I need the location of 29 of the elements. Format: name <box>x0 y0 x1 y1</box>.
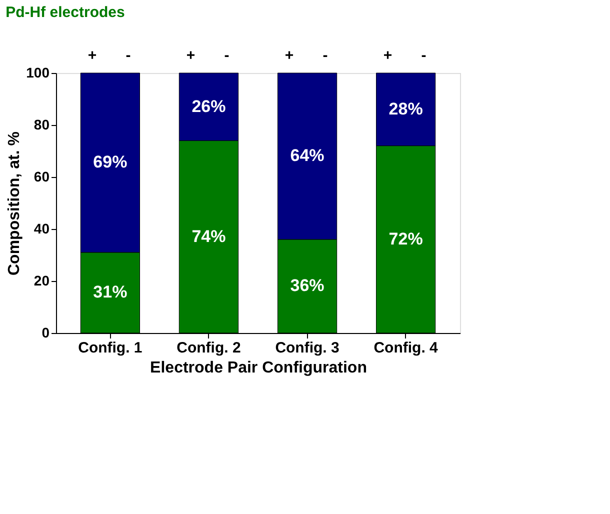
x-tick-label: Config. 3 <box>275 340 340 356</box>
y-axis-title: Composition, at. % <box>6 132 24 276</box>
x-tick-label: Config. 4 <box>374 340 439 356</box>
text: + <box>88 47 97 64</box>
data-label: 26% <box>192 96 226 116</box>
text: + <box>186 47 196 64</box>
text: - <box>421 47 426 64</box>
data-label: 74% <box>192 226 226 246</box>
x-tick-label: Config. 1 <box>78 340 142 356</box>
text: - <box>322 47 328 64</box>
x-axis-title: Electrode Pair Configuration <box>150 360 367 376</box>
data-label: 28% <box>388 99 423 118</box>
data-label: 69% <box>93 152 128 172</box>
data-label: 31% <box>93 282 128 302</box>
x-tick-label: Config. 2 <box>176 340 241 356</box>
y-tick-label: 20 <box>34 272 50 288</box>
data-label: 64% <box>290 146 324 166</box>
y-tick-label: 0 <box>42 324 50 340</box>
chart-title: Pd-Hf electrodes <box>6 4 125 21</box>
text: - <box>126 47 131 64</box>
data-label: 72% <box>388 229 423 248</box>
y-tick-label: 80 <box>34 116 50 132</box>
text: + <box>284 47 294 64</box>
y-tick-label: 60 <box>34 168 50 184</box>
text: + <box>383 47 392 64</box>
y-tick-label: 40 <box>34 220 50 236</box>
text: - <box>224 47 230 64</box>
y-tick-label: 100 <box>26 64 50 80</box>
data-label: 36% <box>290 276 324 296</box>
